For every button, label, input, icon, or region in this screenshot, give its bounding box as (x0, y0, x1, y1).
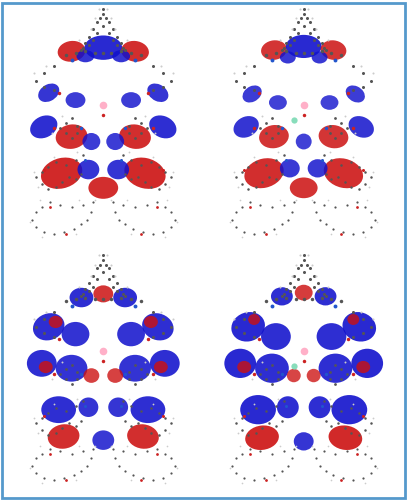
Ellipse shape (255, 354, 289, 383)
Ellipse shape (83, 368, 99, 383)
Ellipse shape (117, 322, 145, 346)
Ellipse shape (61, 322, 90, 346)
Ellipse shape (147, 84, 168, 102)
Ellipse shape (286, 35, 322, 58)
Ellipse shape (39, 361, 53, 373)
Ellipse shape (41, 396, 76, 423)
Ellipse shape (121, 41, 149, 62)
Ellipse shape (58, 41, 85, 62)
Ellipse shape (312, 52, 328, 64)
Ellipse shape (88, 177, 118, 199)
Ellipse shape (107, 368, 123, 383)
Ellipse shape (324, 158, 363, 188)
Ellipse shape (119, 355, 151, 382)
Ellipse shape (144, 316, 158, 328)
Ellipse shape (245, 426, 279, 450)
Ellipse shape (124, 158, 166, 189)
Ellipse shape (70, 288, 93, 308)
Ellipse shape (296, 134, 312, 150)
Ellipse shape (106, 133, 124, 150)
Ellipse shape (49, 316, 63, 328)
Ellipse shape (93, 286, 113, 302)
Ellipse shape (224, 348, 256, 378)
Ellipse shape (27, 350, 57, 377)
Ellipse shape (142, 313, 174, 340)
Ellipse shape (308, 159, 328, 178)
Ellipse shape (349, 116, 374, 138)
Ellipse shape (119, 124, 151, 149)
Ellipse shape (287, 369, 301, 382)
Ellipse shape (48, 424, 79, 449)
Ellipse shape (107, 160, 129, 180)
Ellipse shape (294, 432, 314, 450)
Ellipse shape (280, 159, 300, 178)
Ellipse shape (56, 355, 88, 382)
Ellipse shape (127, 424, 159, 449)
Ellipse shape (321, 40, 346, 60)
Ellipse shape (112, 50, 130, 62)
Ellipse shape (83, 133, 100, 150)
Ellipse shape (231, 312, 265, 342)
Ellipse shape (331, 395, 367, 424)
Ellipse shape (295, 284, 313, 300)
Ellipse shape (328, 426, 362, 450)
Ellipse shape (248, 314, 260, 325)
Ellipse shape (259, 125, 289, 148)
Ellipse shape (356, 361, 370, 373)
Ellipse shape (261, 323, 291, 350)
Ellipse shape (154, 361, 168, 373)
Ellipse shape (269, 95, 287, 110)
Ellipse shape (234, 116, 259, 138)
Ellipse shape (351, 348, 383, 378)
Ellipse shape (150, 350, 179, 377)
Ellipse shape (309, 396, 330, 418)
Ellipse shape (92, 430, 114, 450)
Ellipse shape (41, 158, 82, 189)
Ellipse shape (319, 125, 348, 148)
Ellipse shape (77, 50, 94, 62)
Ellipse shape (131, 396, 165, 423)
Ellipse shape (261, 40, 287, 60)
Ellipse shape (33, 313, 64, 340)
Ellipse shape (277, 396, 299, 418)
Ellipse shape (319, 354, 352, 383)
Ellipse shape (84, 36, 122, 60)
Ellipse shape (30, 116, 57, 138)
Ellipse shape (321, 95, 339, 110)
Ellipse shape (240, 395, 276, 424)
Ellipse shape (149, 116, 177, 138)
Ellipse shape (342, 312, 376, 342)
Ellipse shape (237, 361, 251, 373)
Ellipse shape (346, 86, 365, 102)
Ellipse shape (79, 398, 98, 417)
Ellipse shape (290, 178, 317, 198)
Ellipse shape (113, 288, 137, 308)
Ellipse shape (66, 92, 85, 108)
Ellipse shape (315, 287, 337, 306)
Ellipse shape (271, 287, 293, 306)
Ellipse shape (121, 92, 141, 108)
Ellipse shape (347, 314, 359, 325)
Ellipse shape (243, 86, 262, 102)
Ellipse shape (108, 398, 128, 417)
Ellipse shape (38, 84, 59, 102)
Ellipse shape (244, 158, 284, 188)
Ellipse shape (56, 124, 88, 149)
Ellipse shape (307, 369, 321, 382)
Ellipse shape (77, 160, 99, 180)
Ellipse shape (317, 323, 346, 350)
Ellipse shape (280, 52, 296, 64)
